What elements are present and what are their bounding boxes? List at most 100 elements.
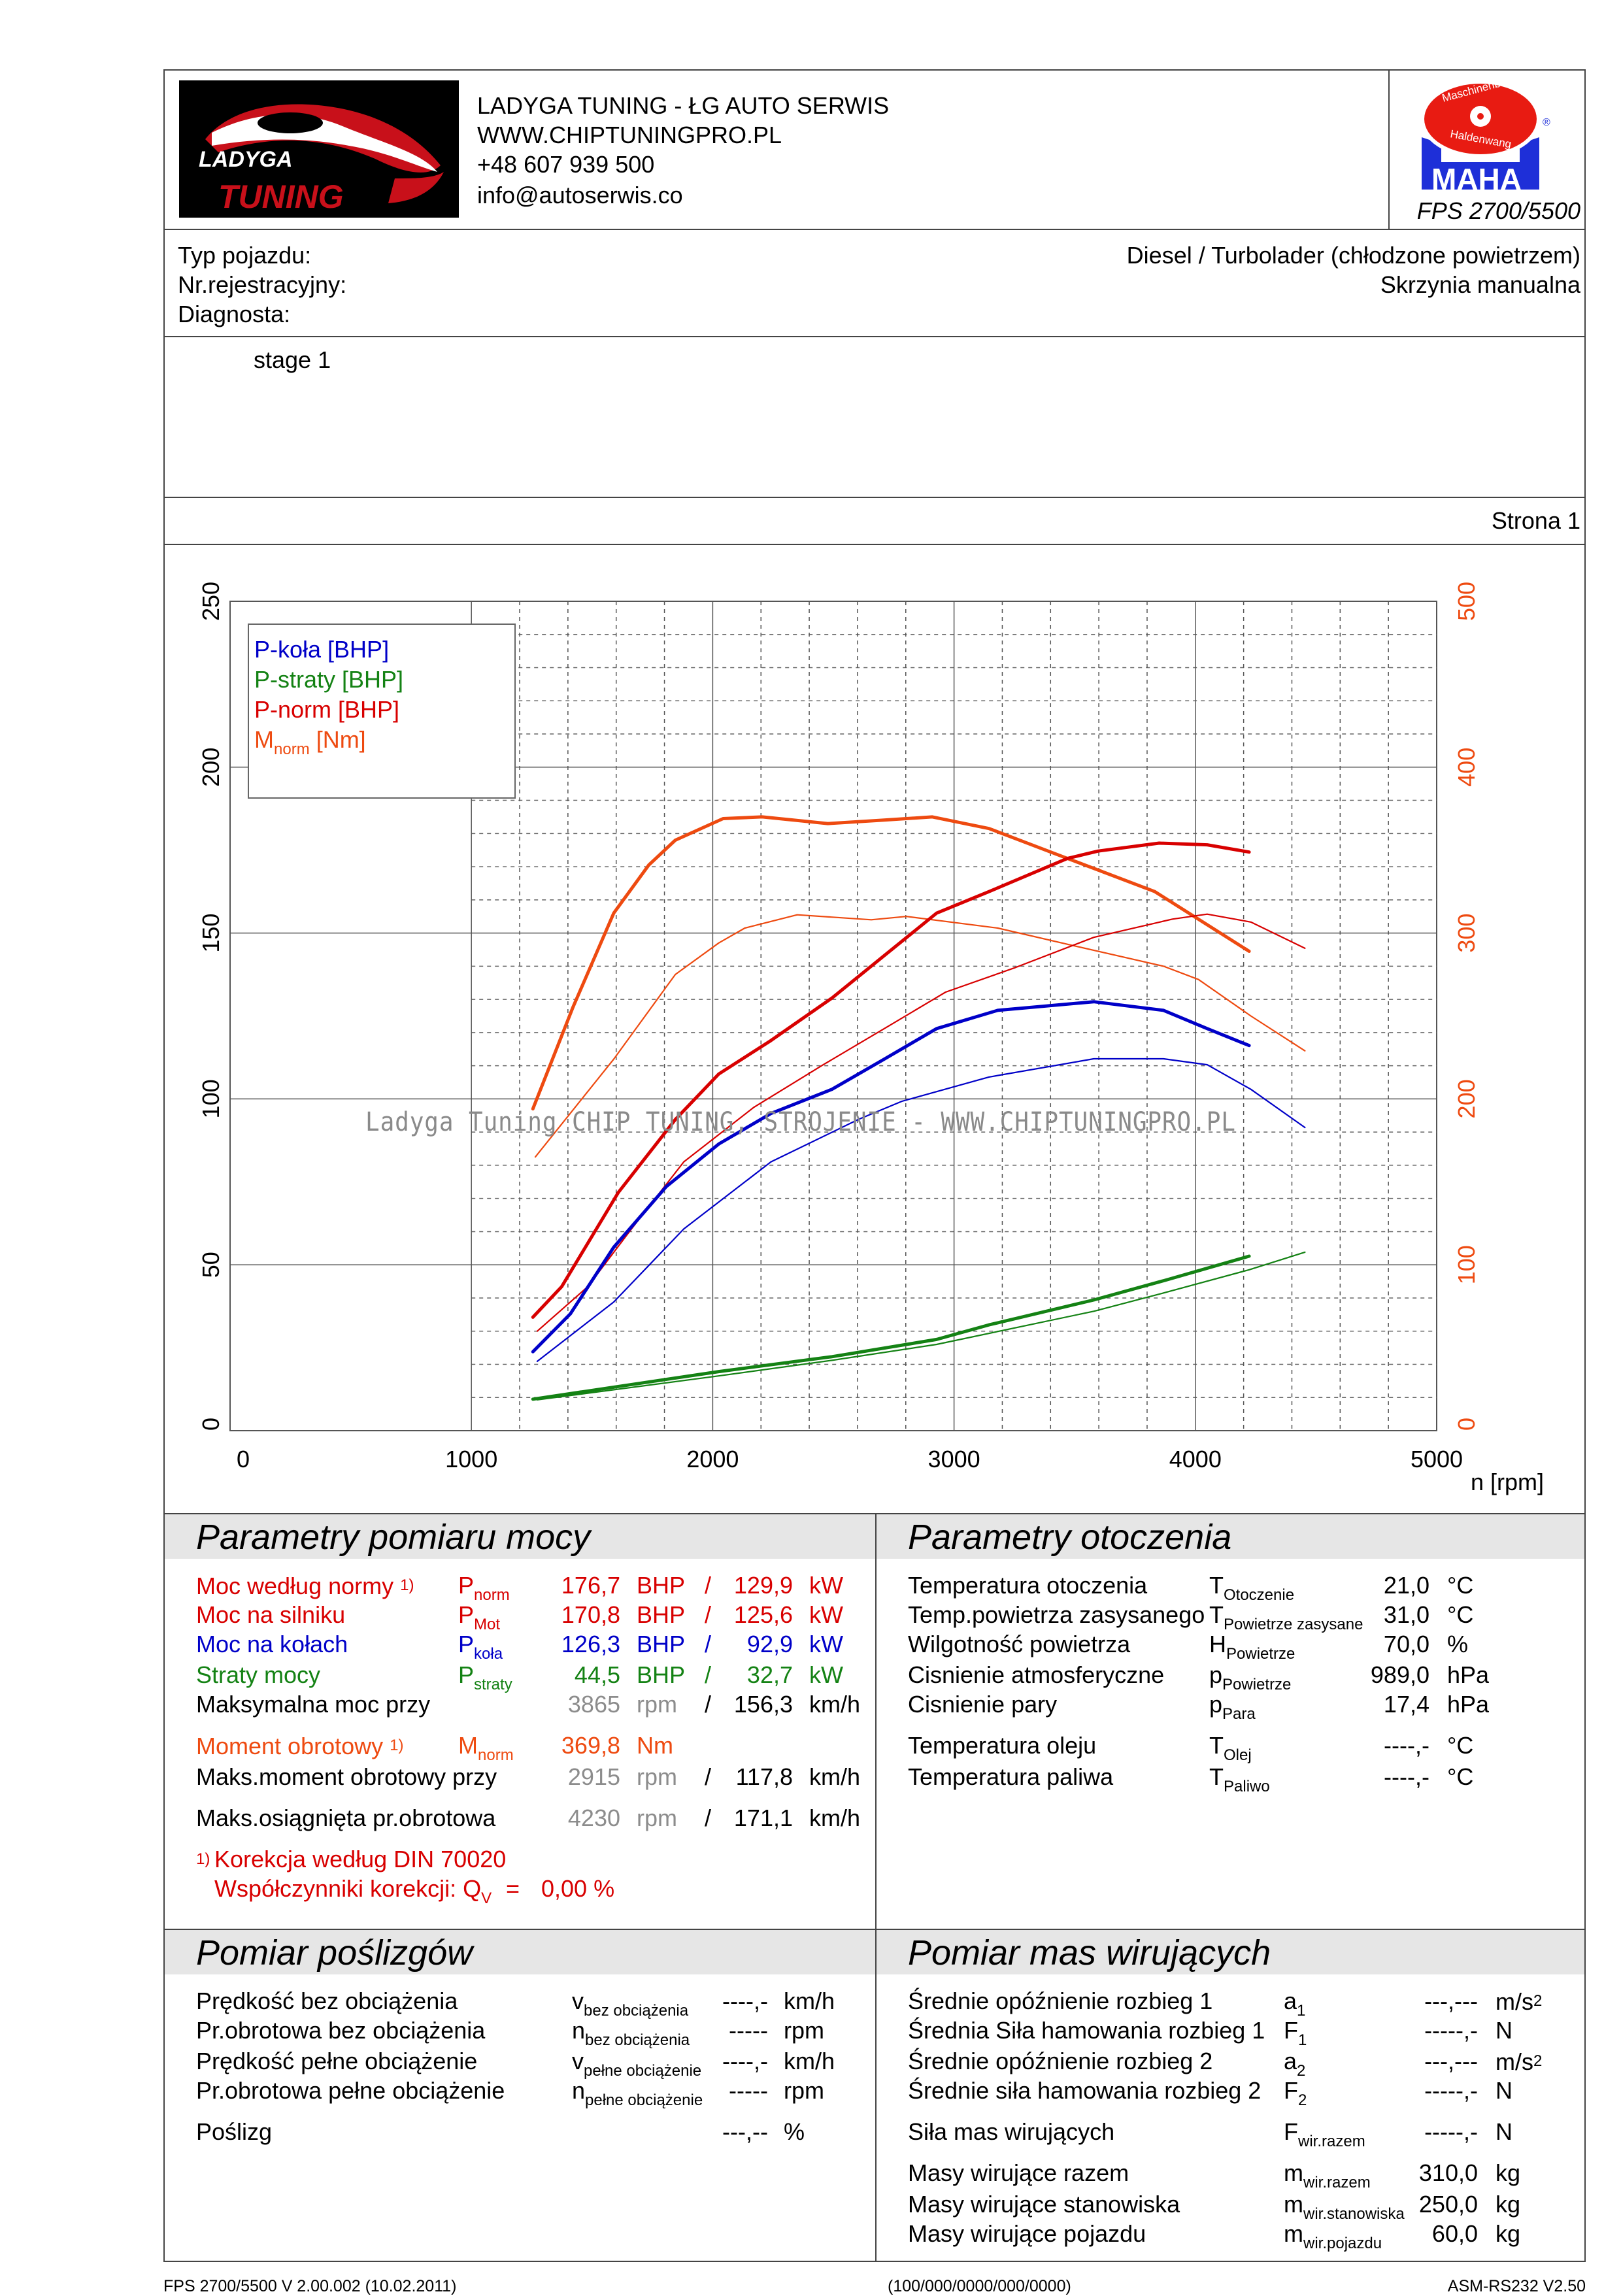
x-tick-label: 0 xyxy=(237,1446,250,1472)
row-value-1: 3865 xyxy=(567,1691,620,1718)
row-symbol-sub: bez obciążenia xyxy=(585,2031,690,2049)
chart-legend: P-koła [BHP] P-straty [BHP] P-norm [BHP]… xyxy=(248,624,516,799)
row-symbol: mwir.pojazdu xyxy=(1284,2220,1382,2252)
slip-row: Prędkość bez obciążenia vbez obciążenia --… xyxy=(0,1988,1621,2020)
row-value: ----,- xyxy=(1384,1763,1429,1790)
row-separator: / xyxy=(705,1805,712,1831)
legend-loss-power: P-straty [BHP] xyxy=(254,666,404,693)
row-symbol-sub: straty xyxy=(474,1676,512,1693)
mass-row: Siła mas wirujących Fwir.razem -----,- N xyxy=(0,2118,1621,2150)
row-value: 31,0 xyxy=(1383,1601,1429,1628)
row-symbol: Pnorm xyxy=(458,1572,510,1604)
series-line xyxy=(531,841,1251,1319)
row-symbol-sub: wir.razem xyxy=(1303,2174,1371,2191)
y-right-tick-label: 200 xyxy=(1453,1079,1480,1118)
row-symbol: F1 xyxy=(1284,2017,1307,2049)
row-unit: km/h xyxy=(784,1988,835,2014)
row-symbol: mwir.razem xyxy=(1284,2159,1371,2191)
device-model: FPS 2700/5500 xyxy=(1416,197,1580,224)
row-unit: N xyxy=(1496,2017,1512,2044)
row-symbol: Fwir.razem xyxy=(1284,2118,1365,2150)
row-symbol-sub: Powietrze xyxy=(1226,1645,1295,1663)
series-line xyxy=(534,914,1306,1158)
y-right-tick-label: 400 xyxy=(1453,748,1480,787)
row-value-2: 129,9 xyxy=(733,1572,793,1599)
vehicle-type-label: Typ pojazdu: xyxy=(178,242,312,269)
row-value-1: 170,8 xyxy=(561,1601,620,1628)
row-label: Moc na kołach xyxy=(196,1631,348,1657)
row-value-1: 369,8 xyxy=(561,1732,620,1759)
x-tick-label: 2000 xyxy=(686,1446,739,1472)
row-unit: % xyxy=(1447,1631,1469,1657)
row-symbol: TPaliwo xyxy=(1209,1763,1270,1795)
footnote-mark: 1) xyxy=(400,1576,414,1594)
row-symbol-sub: koła xyxy=(474,1645,503,1663)
row-symbol-sub: wir.stanowiska xyxy=(1303,2205,1405,2223)
row-symbol: F2 xyxy=(1284,2077,1307,2109)
row-value-2: 156,3 xyxy=(733,1691,793,1718)
row-label: Średnie opóźnienie rozbieg 1 xyxy=(908,1988,1213,2014)
row-symbol-sub: wir.pojazdu xyxy=(1303,2235,1382,2252)
row-label: Średnie siła hamowania rozbieg 2 xyxy=(908,2077,1262,2104)
row-separator: / xyxy=(705,1631,712,1657)
svg-text:TUNING: TUNING xyxy=(218,178,344,215)
row-unit: kg xyxy=(1496,2191,1521,2218)
row-symbol: TOtoczenie xyxy=(1209,1572,1295,1604)
row-symbol-sub: Olej xyxy=(1224,1746,1252,1764)
ambient-section-title: Parametry otoczenia xyxy=(908,1518,1232,1557)
mass-section-title: Pomiar mas wirujących xyxy=(908,1933,1271,1972)
slip-row: Pr.obrotowa pełne obciążenie npełne obcią… xyxy=(0,2077,1621,2109)
row-label: Wilgotność powietrza xyxy=(908,1631,1131,1657)
section-band xyxy=(165,1930,1584,1974)
row-label: Maks.moment obrotowy przy xyxy=(196,1763,497,1790)
row-unit-1: rpm xyxy=(637,1805,677,1831)
row-unit-2: km/h xyxy=(809,1691,861,1718)
row-value: 310,0 xyxy=(1418,2159,1478,2186)
row-label: Maksymalna moc przy xyxy=(196,1691,431,1718)
row-unit: kg xyxy=(1496,2220,1521,2247)
row-value-2: 32,7 xyxy=(746,1661,793,1688)
row-unit: °C xyxy=(1447,1732,1474,1759)
series-line xyxy=(536,1057,1306,1362)
engine-type: Diesel / Turbolader (chłodzone powietrze… xyxy=(1126,242,1580,269)
row-unit-2: kW xyxy=(809,1631,843,1657)
row-symbol-sub: bez obciążenia xyxy=(584,2002,689,2020)
x-tick-label: 5000 xyxy=(1411,1446,1463,1472)
row-unit-1: BHP xyxy=(637,1601,686,1628)
row-label: Masy wirujące stanowiska xyxy=(908,2191,1180,2218)
coefficient-value: 0,00 % xyxy=(541,1875,615,1902)
x-tick-label: 1000 xyxy=(445,1446,497,1472)
row-label: Cisnienie pary xyxy=(908,1691,1058,1718)
row-symbol: Pkoła xyxy=(458,1631,503,1663)
row-value: 250,0 xyxy=(1418,2191,1478,2218)
row-label: Moc na silniku xyxy=(196,1601,346,1628)
row-separator: / xyxy=(705,1691,712,1718)
row-value-1: 4230 xyxy=(567,1805,620,1831)
row-symbol: pPara xyxy=(1209,1691,1256,1723)
row-value-2: 125,6 xyxy=(733,1601,793,1628)
row-unit: m/s2 xyxy=(1496,1988,1543,2015)
row-unit: hPa xyxy=(1447,1661,1490,1688)
row-symbol-sub: Mot xyxy=(474,1616,501,1633)
row-value: ---,--- xyxy=(1424,2048,1478,2074)
row-label: Moc według normy 1) xyxy=(196,1572,414,1599)
y-right-tick-label: 0 xyxy=(1453,1418,1480,1431)
car-logo-icon: LADYGA TUNING xyxy=(199,104,444,215)
coefficient-equals: = xyxy=(506,1875,520,1902)
footer-software-version: FPS 2700/5500 V 2.00.002 (10.02.2011) xyxy=(163,2277,457,2295)
row-unit: rpm xyxy=(784,2077,824,2104)
row-symbol: nbez obciążenia xyxy=(572,2017,690,2049)
row-unit-sup: 2 xyxy=(1533,1992,1543,2010)
row-label: Średnie opóźnienie rozbieg 2 xyxy=(908,2048,1213,2074)
series-line xyxy=(531,1000,1251,1354)
row-unit-1: rpm xyxy=(637,1763,677,1790)
svg-text:LADYGA: LADYGA xyxy=(199,147,293,172)
ambient-row: Cisnienie pary pPara 17,4 hPa xyxy=(0,1691,1621,1723)
row-label: Prędkość bez obciążenia xyxy=(196,1988,458,2014)
row-symbol: vpełne obciążenie xyxy=(572,2048,702,2080)
mass-row: Średnie opóźnienie rozbieg 2 a2 ---,--- m/s… xyxy=(0,2048,1621,2080)
y-left-tick-label: 250 xyxy=(197,582,224,621)
legend-torque-symbol: M xyxy=(254,726,274,753)
maha-logo-icon: Maschinenbau Haldenwang MAHA ® xyxy=(1420,74,1550,196)
row-value: ---,-- xyxy=(722,2118,768,2145)
